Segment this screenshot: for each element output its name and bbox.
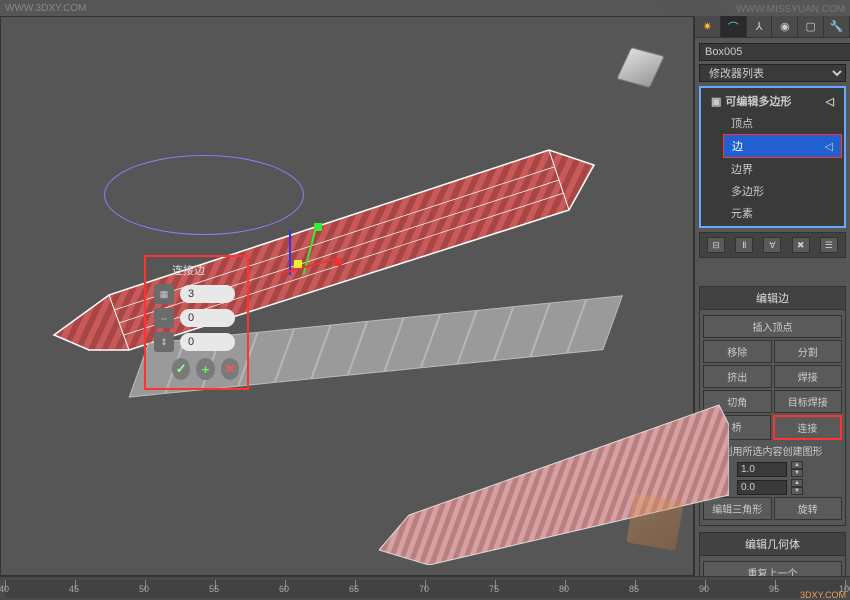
tick-label: 90 — [699, 584, 709, 594]
axis-plane-xy[interactable] — [294, 260, 302, 268]
site-url-right[interactable]: WWW.MISSYUAN.COM — [736, 4, 845, 15]
pinch-input[interactable] — [180, 309, 235, 327]
subobj-border[interactable]: 边界 — [723, 158, 842, 180]
segments-icon[interactable]: ▦ — [154, 284, 174, 304]
motion-tab-icon[interactable]: ◉ — [772, 16, 798, 37]
axis-handle-y[interactable] — [314, 223, 322, 231]
subobj-element[interactable]: 元素 — [723, 202, 842, 224]
split-button[interactable]: 分割 — [774, 340, 843, 363]
timeline[interactable]: 404550556065707580859095100 — [0, 576, 850, 600]
viewcube[interactable] — [610, 40, 670, 100]
weight-up[interactable]: ▲ — [791, 461, 803, 469]
display-tab-icon[interactable]: ▢ — [798, 16, 824, 37]
pin-stack-icon[interactable]: ⊟ — [707, 237, 725, 253]
top-bar: WWW.3DXY.COM 思缘设计论坛 WWW.MISSYUAN.COM — [0, 0, 850, 16]
tick-label: 60 — [279, 584, 289, 594]
crease-input[interactable] — [737, 480, 787, 495]
hierarchy-tab-icon[interactable]: ⅄ — [747, 16, 773, 37]
modify-tab-icon[interactable]: ⌒ — [721, 16, 747, 37]
tick-label: 65 — [349, 584, 359, 594]
crease-up[interactable]: ▲ — [791, 479, 803, 487]
stack-toolbar: ⊟ Ⅱ ∀ ✖ ☰ — [699, 232, 846, 258]
weight-input[interactable] — [737, 462, 787, 477]
subobj-polygon[interactable]: 多边形 — [723, 180, 842, 202]
create-tab-icon[interactable]: ✷ — [695, 16, 721, 37]
move-gizmo[interactable] — [259, 225, 359, 305]
subobj-vertex[interactable]: 顶点 — [723, 112, 842, 134]
connect-button[interactable]: 连接 — [773, 415, 843, 440]
tick-label: 50 — [139, 584, 149, 594]
tick-label: 55 — [209, 584, 219, 594]
slide-icon[interactable]: ⇕ — [154, 332, 174, 352]
object-name-input[interactable] — [699, 43, 850, 61]
subobj-edge[interactable]: 边◁ — [723, 134, 842, 158]
viewport[interactable]: 连接边 ▦ ⇔ ⇕ ✓ + ✕ — [0, 16, 694, 576]
tick-label: 80 — [559, 584, 569, 594]
tick-label: 95 — [769, 584, 779, 594]
watermark — [630, 497, 680, 547]
configure-icon[interactable]: ☰ — [820, 237, 838, 253]
timeline-ruler[interactable]: 404550556065707580859095100 — [5, 580, 845, 598]
site-url-left[interactable]: WWW.3DXY.COM — [5, 3, 86, 14]
axis-z[interactable] — [289, 230, 291, 275]
connect-edges-caddy: 连接边 ▦ ⇔ ⇕ ✓ + ✕ — [144, 255, 249, 390]
utilities-tab-icon[interactable]: 🔧 — [824, 16, 850, 37]
modifier-stack: ▣ 可编辑多边形 ◁ 顶点 边◁ 边界 多边形 元素 — [699, 86, 846, 228]
turn-button[interactable]: 旋转 — [774, 497, 843, 520]
modifier-list-dropdown[interactable]: 修改器列表 — [699, 64, 846, 82]
extrude-button[interactable]: 挤出 — [703, 365, 772, 388]
tick-label: 70 — [419, 584, 429, 594]
edit-edges-header[interactable]: 编辑边 — [700, 287, 845, 310]
footer-watermark: 3DXY.COM — [800, 590, 846, 600]
weight-down[interactable]: ▼ — [791, 469, 803, 477]
modifier-editable-poly[interactable]: ▣ 可编辑多边形 ◁ — [703, 90, 842, 112]
tick-label: 45 — [69, 584, 79, 594]
caddy-title: 连接边 — [172, 262, 239, 278]
caddy-ok-button[interactable]: ✓ — [172, 358, 190, 380]
remove-mod-icon[interactable]: ✖ — [792, 237, 810, 253]
caddy-cancel-button[interactable]: ✕ — [221, 358, 239, 380]
tick-label: 75 — [489, 584, 499, 594]
make-unique-icon[interactable]: ∀ — [763, 237, 781, 253]
crease-down[interactable]: ▼ — [791, 487, 803, 495]
pinch-icon[interactable]: ⇔ — [154, 308, 174, 328]
tick-label: 85 — [629, 584, 639, 594]
forum-label: 思缘设计论坛 — [659, 3, 725, 15]
caddy-apply-button[interactable]: + — [196, 358, 214, 380]
show-result-icon[interactable]: Ⅱ — [735, 237, 753, 253]
axis-handle-x[interactable] — [334, 258, 342, 266]
segments-input[interactable] — [180, 285, 235, 303]
insert-vertex-button[interactable]: 插入顶点 — [703, 315, 842, 338]
weld-button[interactable]: 焊接 — [774, 365, 843, 388]
slide-input[interactable] — [180, 333, 235, 351]
command-panel-tabs: ✷ ⌒ ⅄ ◉ ▢ 🔧 — [695, 16, 850, 38]
remove-button[interactable]: 移除 — [703, 340, 772, 363]
target-weld-button[interactable]: 目标焊接 — [774, 390, 843, 413]
tick-label: 40 — [0, 584, 9, 594]
